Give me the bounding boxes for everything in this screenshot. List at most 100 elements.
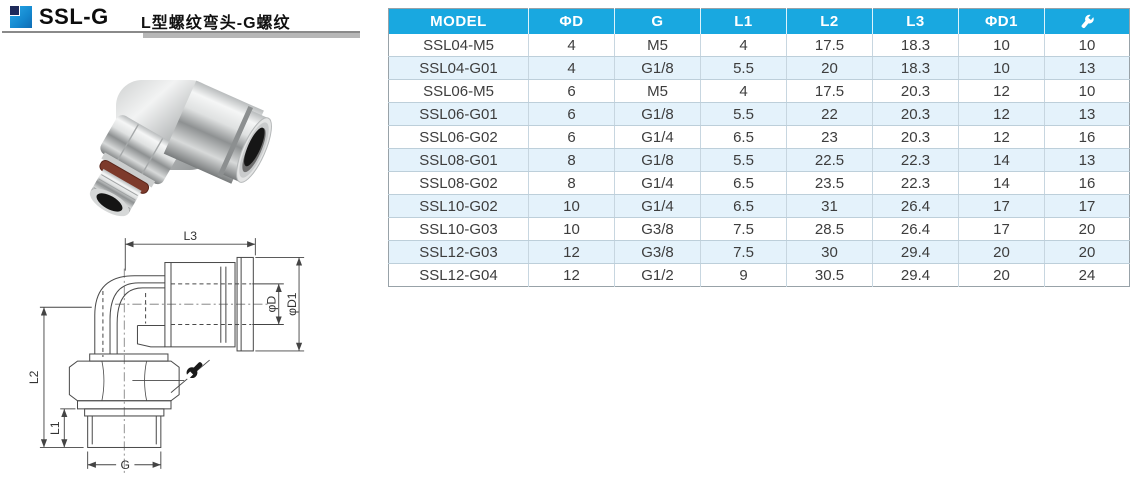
table-row: SSL08-G02 8 G1/4 6.5 23.5 22.3 14 16 — [388, 171, 1130, 195]
spec-table-body: SSL04-M5 4 M5 4 17.5 18.3 10 10 SSL04-G01 4 G1/8 5.… — [388, 34, 1130, 287]
table-row: SSL12-G04 12 G1/2 9 30.5 29.4 20 24 — [388, 263, 1130, 287]
series-name-subtitle: L型螺纹弯头-G螺纹 — [141, 15, 291, 32]
col-header-model: MODEL — [388, 8, 529, 34]
value-cell: 12 — [528, 263, 615, 287]
value-cell: 6.5 — [700, 194, 787, 218]
model-cell: SSL06-G01 — [388, 102, 529, 126]
col-header-l2: L2 — [786, 8, 873, 34]
model-cell: SSL10-G03 — [388, 217, 529, 241]
col-header-wrench — [1044, 8, 1130, 34]
value-cell: 17 — [1044, 194, 1130, 218]
value-cell: 20.3 — [872, 125, 959, 149]
value-cell: 6.5 — [700, 171, 787, 195]
value-cell: G1/8 — [614, 148, 701, 172]
dim-label-l3: L3 — [184, 230, 198, 243]
value-cell: G1/2 — [614, 263, 701, 287]
value-cell: 22 — [786, 102, 873, 126]
model-cell: SSL06-G02 — [388, 125, 529, 149]
value-cell: 10 — [528, 194, 615, 218]
value-cell: 29.4 — [872, 263, 959, 287]
value-cell: 18.3 — [872, 34, 959, 57]
value-cell: 30 — [786, 240, 873, 264]
value-cell: 16 — [1044, 125, 1130, 149]
value-cell: M5 — [614, 79, 701, 103]
series-code-title: SSL-G — [39, 4, 109, 29]
dim-label-l2: L2 — [27, 370, 41, 384]
value-cell: 5.5 — [700, 56, 787, 80]
value-cell: 16 — [1044, 171, 1130, 195]
table-row: SSL04-G01 4 G1/8 5.5 20 18.3 10 13 — [388, 56, 1130, 80]
model-cell: SSL12-G03 — [388, 240, 529, 264]
dim-label-phid1: φD1 — [285, 292, 299, 316]
model-cell: SSL04-G01 — [388, 56, 529, 80]
value-cell: 6.5 — [700, 125, 787, 149]
value-cell: 10 — [1044, 79, 1130, 103]
value-cell: 10 — [958, 34, 1045, 57]
fitting-threaded-port — [89, 115, 180, 217]
value-cell: 12 — [528, 240, 615, 264]
header-rule-accent — [143, 33, 360, 38]
table-row: SSL10-G03 10 G3/8 7.5 28.5 26.4 17 20 — [388, 217, 1130, 241]
value-cell: 26.4 — [872, 217, 959, 241]
table-row: SSL12-G03 12 G3/8 7.5 30 29.4 20 20 — [388, 240, 1130, 264]
fitting-thread-bore — [96, 193, 123, 212]
value-cell: 4 — [528, 34, 615, 57]
brand-logo — [10, 6, 32, 28]
dim-label-phid: φD — [265, 296, 279, 313]
brand-logo-dark-square — [10, 6, 20, 16]
value-cell: 20.3 — [872, 79, 959, 103]
value-cell: 23.5 — [786, 171, 873, 195]
value-cell: 17 — [958, 194, 1045, 218]
value-cell: 29.4 — [872, 240, 959, 264]
fitting-tube-bore — [244, 127, 265, 167]
value-cell: 12 — [958, 102, 1045, 126]
value-cell: 28.5 — [786, 217, 873, 241]
value-cell: 17.5 — [786, 34, 873, 57]
value-cell: G1/8 — [614, 56, 701, 80]
value-cell: G3/8 — [614, 240, 701, 264]
technical-drawing: L3 φD φD1 L2 L1 G — [27, 230, 305, 476]
value-cell: 6 — [528, 79, 615, 103]
col-header-l1: L1 — [700, 8, 787, 34]
table-row: SSL10-G02 10 G1/4 6.5 31 26.4 17 17 — [388, 194, 1130, 218]
value-cell: 14 — [958, 171, 1045, 195]
value-cell: 8 — [528, 148, 615, 172]
value-cell: 13 — [1044, 56, 1130, 80]
value-cell: 12 — [958, 125, 1045, 149]
table-row: SSL04-M5 4 M5 4 17.5 18.3 10 10 — [388, 34, 1130, 57]
value-cell: 26.4 — [872, 194, 959, 218]
model-cell: SSL10-G02 — [388, 194, 529, 218]
table-header-row: MODEL ΦD G L1 L2 L3 ΦD1 — [388, 8, 1130, 34]
value-cell: M5 — [614, 34, 701, 57]
value-cell: 13 — [1044, 148, 1130, 172]
value-cell: 10 — [958, 56, 1045, 80]
col-header-phid1: ΦD1 — [958, 8, 1045, 34]
value-cell: G1/4 — [614, 171, 701, 195]
value-cell: 31 — [786, 194, 873, 218]
value-cell: 9 — [700, 263, 787, 287]
value-cell: 13 — [1044, 102, 1130, 126]
value-cell: 30.5 — [786, 263, 873, 287]
model-cell: SSL04-M5 — [388, 34, 529, 57]
model-cell: SSL06-M5 — [388, 79, 529, 103]
value-cell: 20 — [1044, 217, 1130, 241]
spec-table: MODEL ΦD G L1 L2 L3 ΦD1 S — [388, 8, 1130, 287]
value-cell: 10 — [1044, 34, 1130, 57]
col-header-l3: L3 — [872, 8, 959, 34]
value-cell: 22.3 — [872, 148, 959, 172]
value-cell: 6 — [528, 102, 615, 126]
value-cell: 17 — [958, 217, 1045, 241]
product-photo — [89, 80, 272, 217]
value-cell: 5.5 — [700, 148, 787, 172]
value-cell: 20 — [958, 240, 1045, 264]
value-cell: 20.3 — [872, 102, 959, 126]
value-cell: 12 — [958, 79, 1045, 103]
value-cell: 6 — [528, 125, 615, 149]
dim-label-l1: L1 — [48, 421, 62, 435]
value-cell: G1/4 — [614, 194, 701, 218]
fitting-pushin-port — [163, 80, 272, 184]
value-cell: 7.5 — [700, 240, 787, 264]
value-cell: 4 — [700, 79, 787, 103]
value-cell: 23 — [786, 125, 873, 149]
